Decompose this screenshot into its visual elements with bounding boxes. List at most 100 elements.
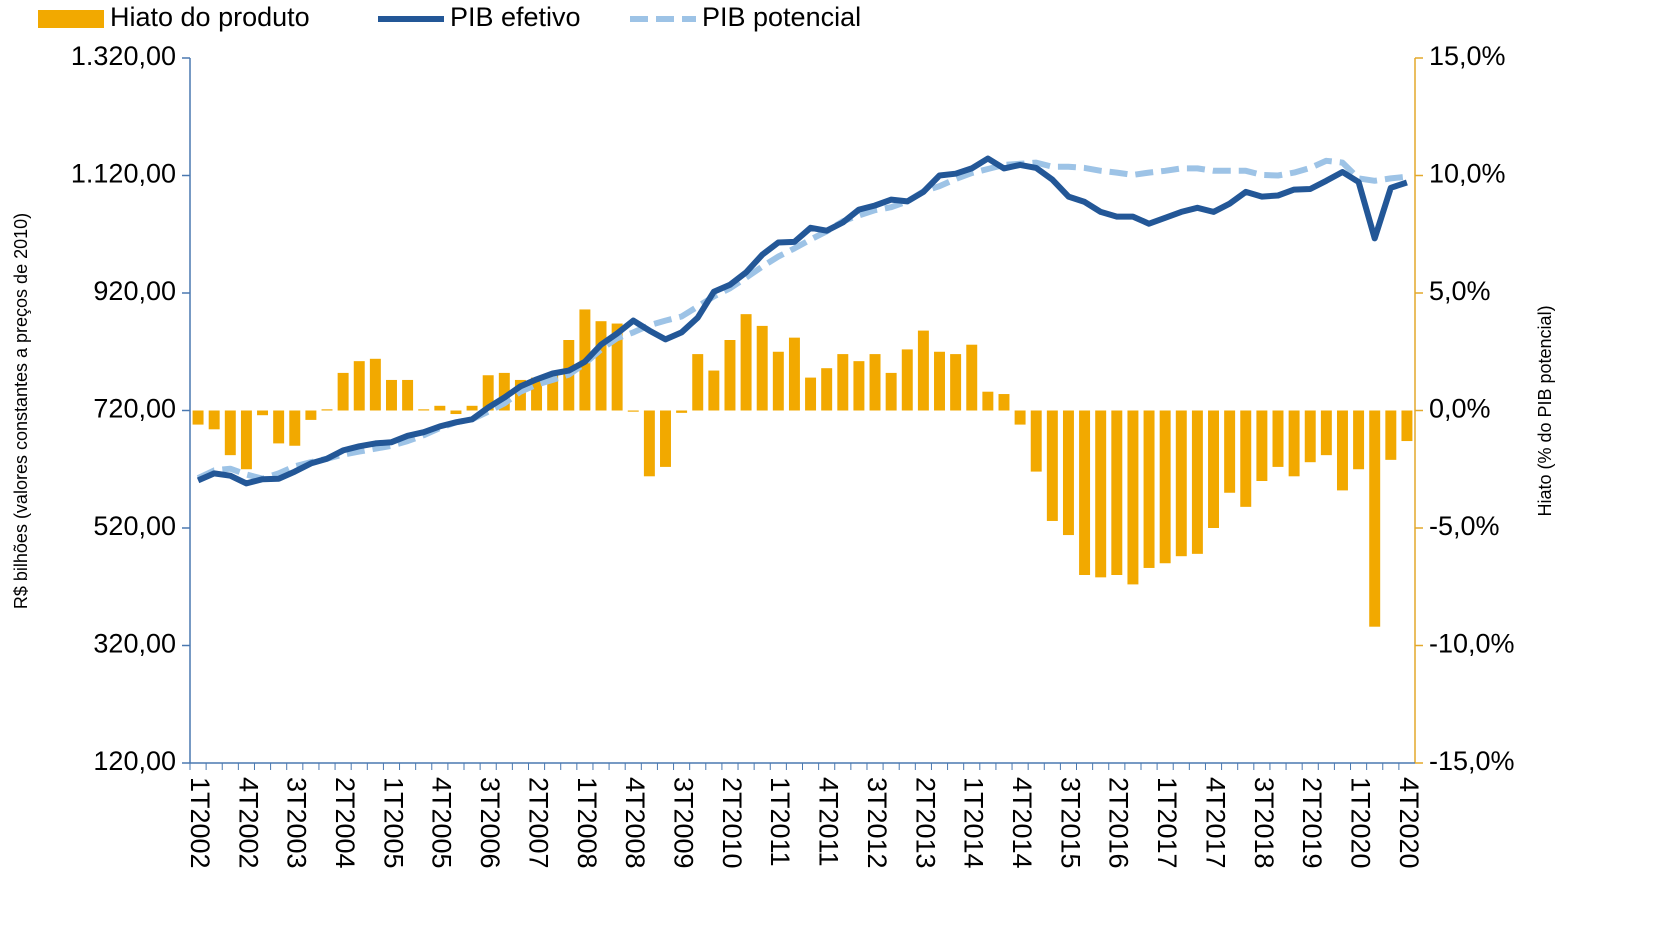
bar (1208, 410, 1219, 528)
bar (724, 340, 736, 411)
bar (692, 354, 704, 411)
bar (708, 370, 720, 411)
bar (289, 410, 301, 446)
bar (805, 377, 817, 411)
x-tick-label: 1T2008 (572, 777, 602, 869)
bar (982, 391, 994, 411)
bar (1353, 410, 1365, 470)
y-tick-label: 120,00 (93, 746, 176, 776)
y2-tick-label: 15,0% (1429, 41, 1506, 71)
x-tick-label: 1T2005 (378, 777, 408, 869)
y2-tick-label: 5,0% (1429, 276, 1491, 306)
x-tick-label: 2T2010 (717, 777, 747, 869)
bar (966, 344, 978, 411)
x-tick-label: 3T2018 (1249, 777, 1279, 869)
bar (1240, 410, 1252, 507)
bar (369, 358, 381, 411)
x-tick-label: 2T2019 (1297, 777, 1327, 869)
x-tick-label: 4T2005 (427, 777, 457, 869)
bar (837, 354, 849, 411)
bar (434, 405, 446, 411)
bar (1256, 410, 1268, 481)
bar (788, 337, 800, 411)
legend-label: PIB efetivo (450, 2, 581, 32)
x-tick-label: 1T2017 (1152, 777, 1182, 869)
y2-tick-label: 0,0% (1429, 394, 1491, 424)
legend-swatch (38, 10, 104, 28)
y-axis-title: R$ bilhões (valores constantes a preços … (11, 213, 31, 609)
bar (257, 410, 269, 416)
x-tick-label: 3T2003 (282, 777, 312, 869)
bar (1111, 410, 1123, 575)
bar (273, 410, 285, 444)
bar (192, 410, 204, 425)
bar (402, 379, 414, 411)
bar (885, 372, 897, 411)
bar (1062, 410, 1074, 536)
bar (643, 410, 655, 477)
bar (1288, 410, 1300, 477)
bar (1079, 410, 1091, 575)
x-tick-label: 4T2020 (1394, 777, 1424, 869)
x-tick-label: 1T2014 (959, 777, 989, 869)
y-tick-label: 720,00 (93, 394, 176, 424)
x-tick-label: 1T2011 (765, 777, 795, 867)
bar (740, 314, 752, 411)
x-tick-label: 2T2007 (523, 777, 553, 869)
bar (1175, 410, 1187, 557)
bar (756, 325, 768, 411)
bar (1095, 410, 1107, 578)
x-tick-label: 1T2002 (185, 777, 215, 869)
bar (1304, 410, 1316, 463)
bar (498, 372, 510, 411)
legend-label: Hiato do produto (110, 2, 310, 32)
x-tick-label: 4T2017 (1200, 777, 1230, 869)
bar (595, 321, 607, 411)
bar (466, 405, 478, 411)
bar (853, 361, 865, 411)
y-tick-label: 920,00 (93, 276, 176, 306)
bar (772, 351, 784, 411)
x-tick-label: 1T2020 (1345, 777, 1375, 869)
bar (305, 410, 317, 420)
x-tick-label: 2T2016 (1104, 777, 1134, 869)
bar (676, 410, 688, 413)
x-tick-label: 3T2015 (1055, 777, 1085, 869)
bar (901, 349, 913, 411)
bar (1272, 410, 1284, 467)
x-tick-label: 3T2012 (862, 777, 892, 869)
bar (934, 351, 945, 411)
bar (1127, 410, 1139, 585)
bar (240, 410, 252, 470)
bar (1401, 410, 1413, 442)
bar (1336, 410, 1348, 491)
bar (1014, 410, 1026, 425)
x-tick-label: 4T2014 (1007, 777, 1037, 869)
y-tick-label: 1.120,00 (71, 159, 176, 189)
bar (531, 377, 543, 411)
y2-tick-label: -5,0% (1429, 511, 1500, 541)
x-tick-label: 4T2008 (620, 777, 650, 869)
bar (998, 394, 1010, 411)
bar (482, 375, 494, 411)
line (196, 155, 1408, 487)
bar (1224, 410, 1236, 493)
y2-tick-label: -10,0% (1429, 629, 1515, 659)
bar (337, 372, 349, 411)
legend-label: PIB potencial (702, 2, 861, 32)
bar (821, 368, 833, 411)
bar (321, 409, 333, 411)
y-tick-label: 320,00 (93, 629, 176, 659)
y-tick-label: 1.320,00 (71, 41, 176, 71)
bar (386, 379, 397, 411)
bar (660, 410, 671, 467)
bar (869, 354, 881, 411)
x-tick-label: 2T2004 (330, 777, 360, 869)
bar (611, 323, 623, 411)
bar (1143, 410, 1155, 568)
y2-tick-label: -15,0% (1429, 746, 1515, 776)
bar (353, 361, 365, 411)
dashed-line (196, 157, 1408, 482)
bar (1320, 410, 1332, 456)
bar (1191, 410, 1203, 554)
